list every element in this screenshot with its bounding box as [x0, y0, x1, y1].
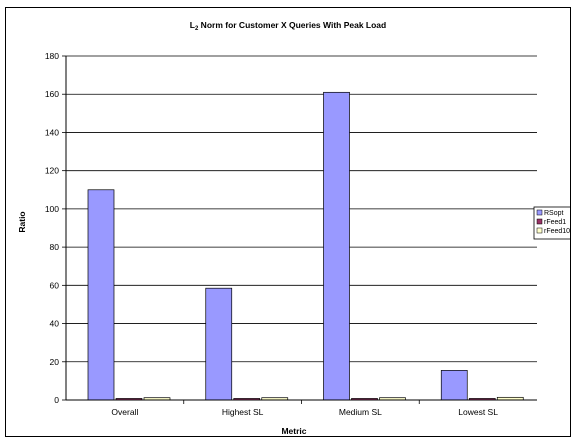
x-tick-label: Medium SL: [339, 407, 382, 417]
x-axis-ticks: Overall Highest SL Medium SL Lowest SL: [111, 400, 498, 417]
legend-swatch-rfeed10: [536, 227, 543, 234]
x-tick-label: Lowest SL: [458, 407, 498, 417]
chart-title: L2 Norm for Customer X Queries With Peak…: [190, 20, 386, 32]
y-tick-label: 20: [50, 357, 60, 367]
legend-label-rfeed10: rFeed10: [544, 228, 570, 235]
y-tick-label: 140: [45, 127, 59, 137]
bars: [87, 91, 524, 401]
chart-title-subscript: 2: [195, 26, 199, 32]
x-tick-label: Highest SL: [222, 407, 264, 417]
y-axis-title: Ratio: [17, 211, 27, 232]
legend: RSopt rFeed1 rFeed10: [533, 206, 570, 240]
x-axis-title: Metric: [281, 426, 306, 436]
bar-rsopt: [205, 287, 233, 401]
legend-label-rsopt: RSopt: [544, 210, 564, 217]
legend-label-rfeed1: rFeed1: [544, 219, 566, 226]
chart-frame: L2 Norm for Customer X Queries With Peak…: [5, 7, 571, 437]
y-tick-label: 80: [50, 242, 60, 252]
y-tick-label: 60: [50, 280, 60, 290]
y-axis-ticks: 0 20 40 60 80 100 120 140 160 180: [45, 51, 66, 405]
bar-rsopt: [323, 91, 350, 401]
chart-title-rest: Norm for Customer X Queries With Peak Lo…: [198, 20, 386, 30]
y-tick-label: 0: [54, 395, 59, 405]
y-tick-label: 180: [45, 51, 59, 61]
legend-swatch-rfeed1: [536, 218, 543, 225]
y-tick-label: 120: [45, 166, 59, 176]
legend-swatch-rsopt: [536, 209, 543, 216]
y-tick-label: 160: [45, 89, 59, 99]
x-tick-label: Overall: [111, 407, 138, 417]
bar-chart: L2 Norm for Customer X Queries With Peak…: [17, 20, 570, 436]
bar-rsopt: [87, 189, 115, 401]
bar-rsopt: [440, 370, 468, 401]
y-tick-label: 100: [45, 204, 59, 214]
y-tick-label: 40: [50, 319, 60, 329]
gridlines: [66, 55, 537, 363]
